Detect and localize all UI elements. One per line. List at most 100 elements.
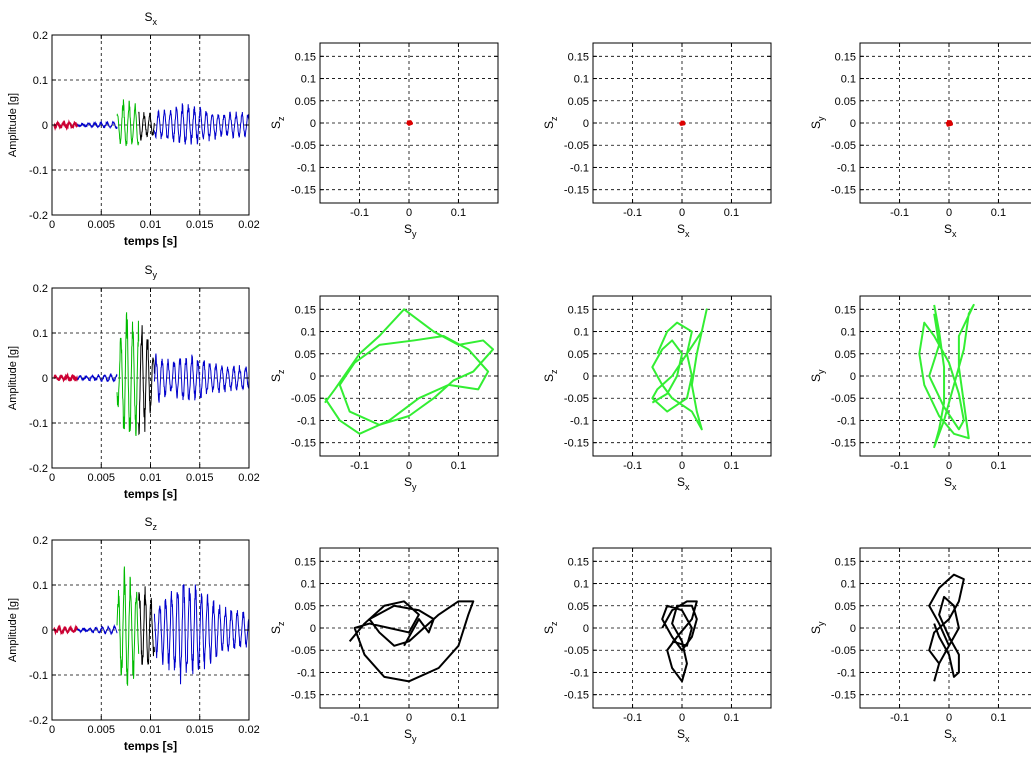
label-subscript: z xyxy=(153,522,158,532)
label-subscript: y xyxy=(816,621,826,626)
hodogram-trace xyxy=(661,600,698,683)
y-tick-label: 0.05 xyxy=(568,96,589,108)
label-base: S xyxy=(809,374,823,382)
y-axis-label: Sy xyxy=(809,116,826,129)
signal-segment xyxy=(116,312,140,436)
y-tick-label: 0.2 xyxy=(33,283,48,295)
data-layer xyxy=(324,308,495,435)
y-tick-label: 0.15 xyxy=(295,556,316,568)
x-axis-label: temps [s] xyxy=(124,234,177,248)
label-base: S xyxy=(269,626,283,634)
y-tick-label: 0.1 xyxy=(33,328,48,340)
y-tick-label: 0.1 xyxy=(574,74,589,86)
x-axis-label: Sy xyxy=(404,727,417,744)
y-tick-label: -0.05 xyxy=(564,140,589,152)
label-base: S xyxy=(944,727,952,741)
label-subscript: z xyxy=(549,621,559,626)
panel-r1c0: 0 0.005 0.01 0.015 0.02 0.2 0.1 0 -0.1 -0.2 temps … xyxy=(7,263,260,501)
y-tick-label: -0.2 xyxy=(29,463,48,475)
x-tick-label: 0.1 xyxy=(724,712,739,724)
x-tick-label: 0 xyxy=(406,712,412,724)
y-tick-label: -0.05 xyxy=(291,393,316,405)
y-axis-label: Sz xyxy=(542,369,559,382)
y-tick-label: 0 xyxy=(583,371,589,383)
signal-segment xyxy=(77,373,118,383)
y-axis-label: Sz xyxy=(269,369,286,382)
y-tick-label: 0.2 xyxy=(33,30,48,42)
x-axis-label: Sy xyxy=(404,222,417,239)
label-subscript: z xyxy=(276,116,286,121)
hodogram-trace xyxy=(928,573,965,682)
x-tick-label: 0.015 xyxy=(186,219,214,231)
y-tick-label: 0 xyxy=(42,373,48,385)
signal-segment xyxy=(53,119,79,131)
label-base: S xyxy=(404,222,412,236)
signal-segment xyxy=(153,103,249,145)
x-tick-label: 0.1 xyxy=(451,460,466,472)
y-tick-label: -0.1 xyxy=(570,415,589,427)
signal-segment xyxy=(53,624,79,636)
y-tick-label: 0 xyxy=(310,371,316,383)
y-tick-label: 0.05 xyxy=(295,601,316,613)
y-tick-label: -0.15 xyxy=(831,185,856,197)
label-base: S xyxy=(944,475,952,489)
y-tick-label: -0.1 xyxy=(837,162,856,174)
x-tick-label: 0.015 xyxy=(186,724,214,736)
x-axis-label: Sy xyxy=(404,475,417,492)
label-subscript: z xyxy=(549,116,559,121)
x-tick-label: 0.1 xyxy=(451,207,466,219)
y-tick-label: 0.1 xyxy=(301,579,316,591)
y-tick-label: 0.1 xyxy=(574,579,589,591)
data-layer xyxy=(661,600,698,683)
data-layer xyxy=(405,120,413,126)
data-layer xyxy=(651,308,708,431)
y-tick-label: 0.05 xyxy=(835,601,856,613)
data-layer xyxy=(918,303,975,449)
label-subscript: z xyxy=(276,369,286,374)
data-layer xyxy=(928,573,965,682)
x-tick-label: 0.1 xyxy=(451,712,466,724)
x-tick-label: 0.015 xyxy=(186,472,214,484)
y-tick-label: -0.05 xyxy=(291,140,316,152)
y-tick-label: 0.05 xyxy=(295,349,316,361)
y-tick-label: 0.1 xyxy=(33,580,48,592)
x-tick-label: -0.1 xyxy=(623,207,642,219)
signal-segment xyxy=(53,372,79,383)
y-tick-label: -0.1 xyxy=(29,418,48,430)
x-tick-label: 0.1 xyxy=(991,460,1006,472)
x-tick-label: 0.1 xyxy=(724,207,739,219)
y-tick-label: -0.1 xyxy=(297,667,316,679)
y-axis-label: Sz xyxy=(269,116,286,129)
y-axis-label: Sy xyxy=(809,621,826,634)
y-axis-label: Amplitude [g] xyxy=(7,346,19,410)
label-base: S xyxy=(542,121,556,129)
x-tick-label: -0.1 xyxy=(890,207,909,219)
x-tick-label: 0.1 xyxy=(724,460,739,472)
data-layer xyxy=(53,312,249,436)
data-layer xyxy=(679,120,686,126)
y-tick-label: -0.15 xyxy=(291,690,316,702)
label-base: S xyxy=(145,263,153,277)
y-tick-label: 0 xyxy=(583,118,589,130)
x-tick-label: 0 xyxy=(679,460,685,472)
label-base: S xyxy=(677,222,685,236)
label-base: S xyxy=(809,121,823,129)
label-subscript: y xyxy=(153,270,158,280)
label-base: S xyxy=(809,626,823,634)
y-tick-label: 0 xyxy=(850,371,856,383)
x-tick-label: 0 xyxy=(946,207,952,219)
panel-r0c0: 0 0.005 0.01 0.015 0.02 0.2 0.1 0 -0.1 -0.2 temps … xyxy=(7,10,260,248)
x-tick-label: -0.1 xyxy=(350,460,369,472)
x-tick-label: -0.1 xyxy=(623,712,642,724)
signal-segment xyxy=(116,99,140,147)
label-base: S xyxy=(677,727,685,741)
y-axis-label: Sz xyxy=(542,116,559,129)
label-subscript: x xyxy=(952,229,957,239)
x-tick-label: 0 xyxy=(406,460,412,472)
hodogram-trace xyxy=(918,303,975,449)
y-tick-label: -0.1 xyxy=(570,162,589,174)
y-tick-label: 0.15 xyxy=(835,51,856,63)
panel-title: Sz xyxy=(145,515,158,532)
